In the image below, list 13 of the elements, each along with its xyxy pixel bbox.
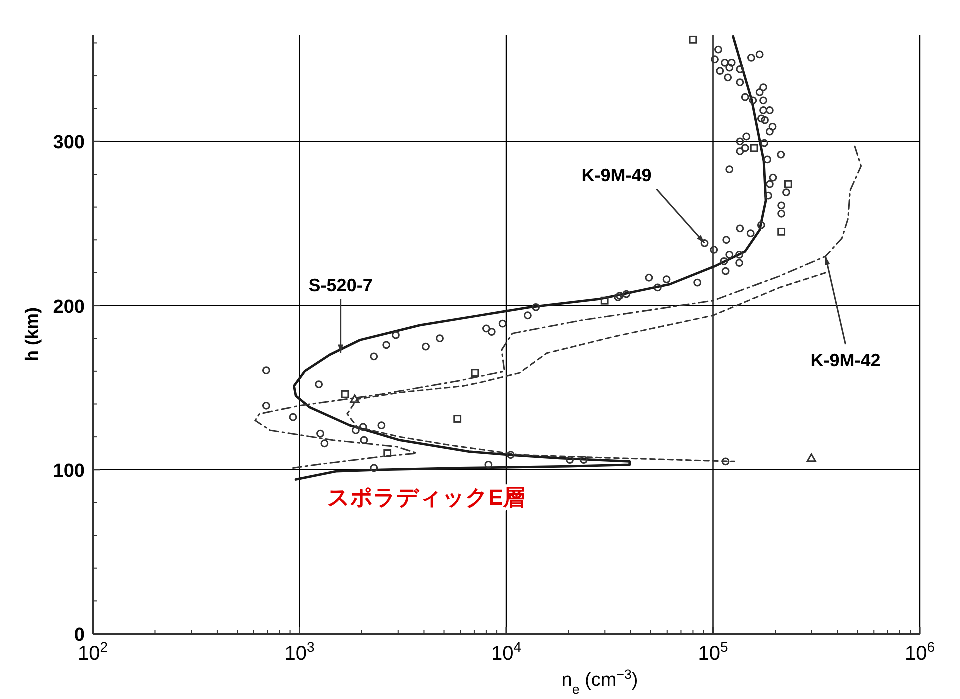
x-axis-title: n$_{e}$ (cm$^{−3}$) xyxy=(562,666,638,696)
y-tick-label: 0 xyxy=(74,625,85,646)
x-tick-label: 10$^{4}$ xyxy=(491,639,522,665)
y-tick-label: 200 xyxy=(53,296,85,318)
y-axis-title: h (km) xyxy=(22,307,42,362)
x-tick-label: 10$^{3}$ xyxy=(284,639,315,665)
annotation: K-9M-49 xyxy=(582,165,652,186)
x-tick-label: 10$^{5}$ xyxy=(698,639,728,665)
annotation: S-520-7 xyxy=(308,275,373,296)
y-tick-label: 100 xyxy=(53,460,85,482)
y-tick-label: 300 xyxy=(53,132,85,154)
x-tick-label: 10$^{6}$ xyxy=(904,639,936,665)
annotation: K-9M-42 xyxy=(810,350,881,371)
